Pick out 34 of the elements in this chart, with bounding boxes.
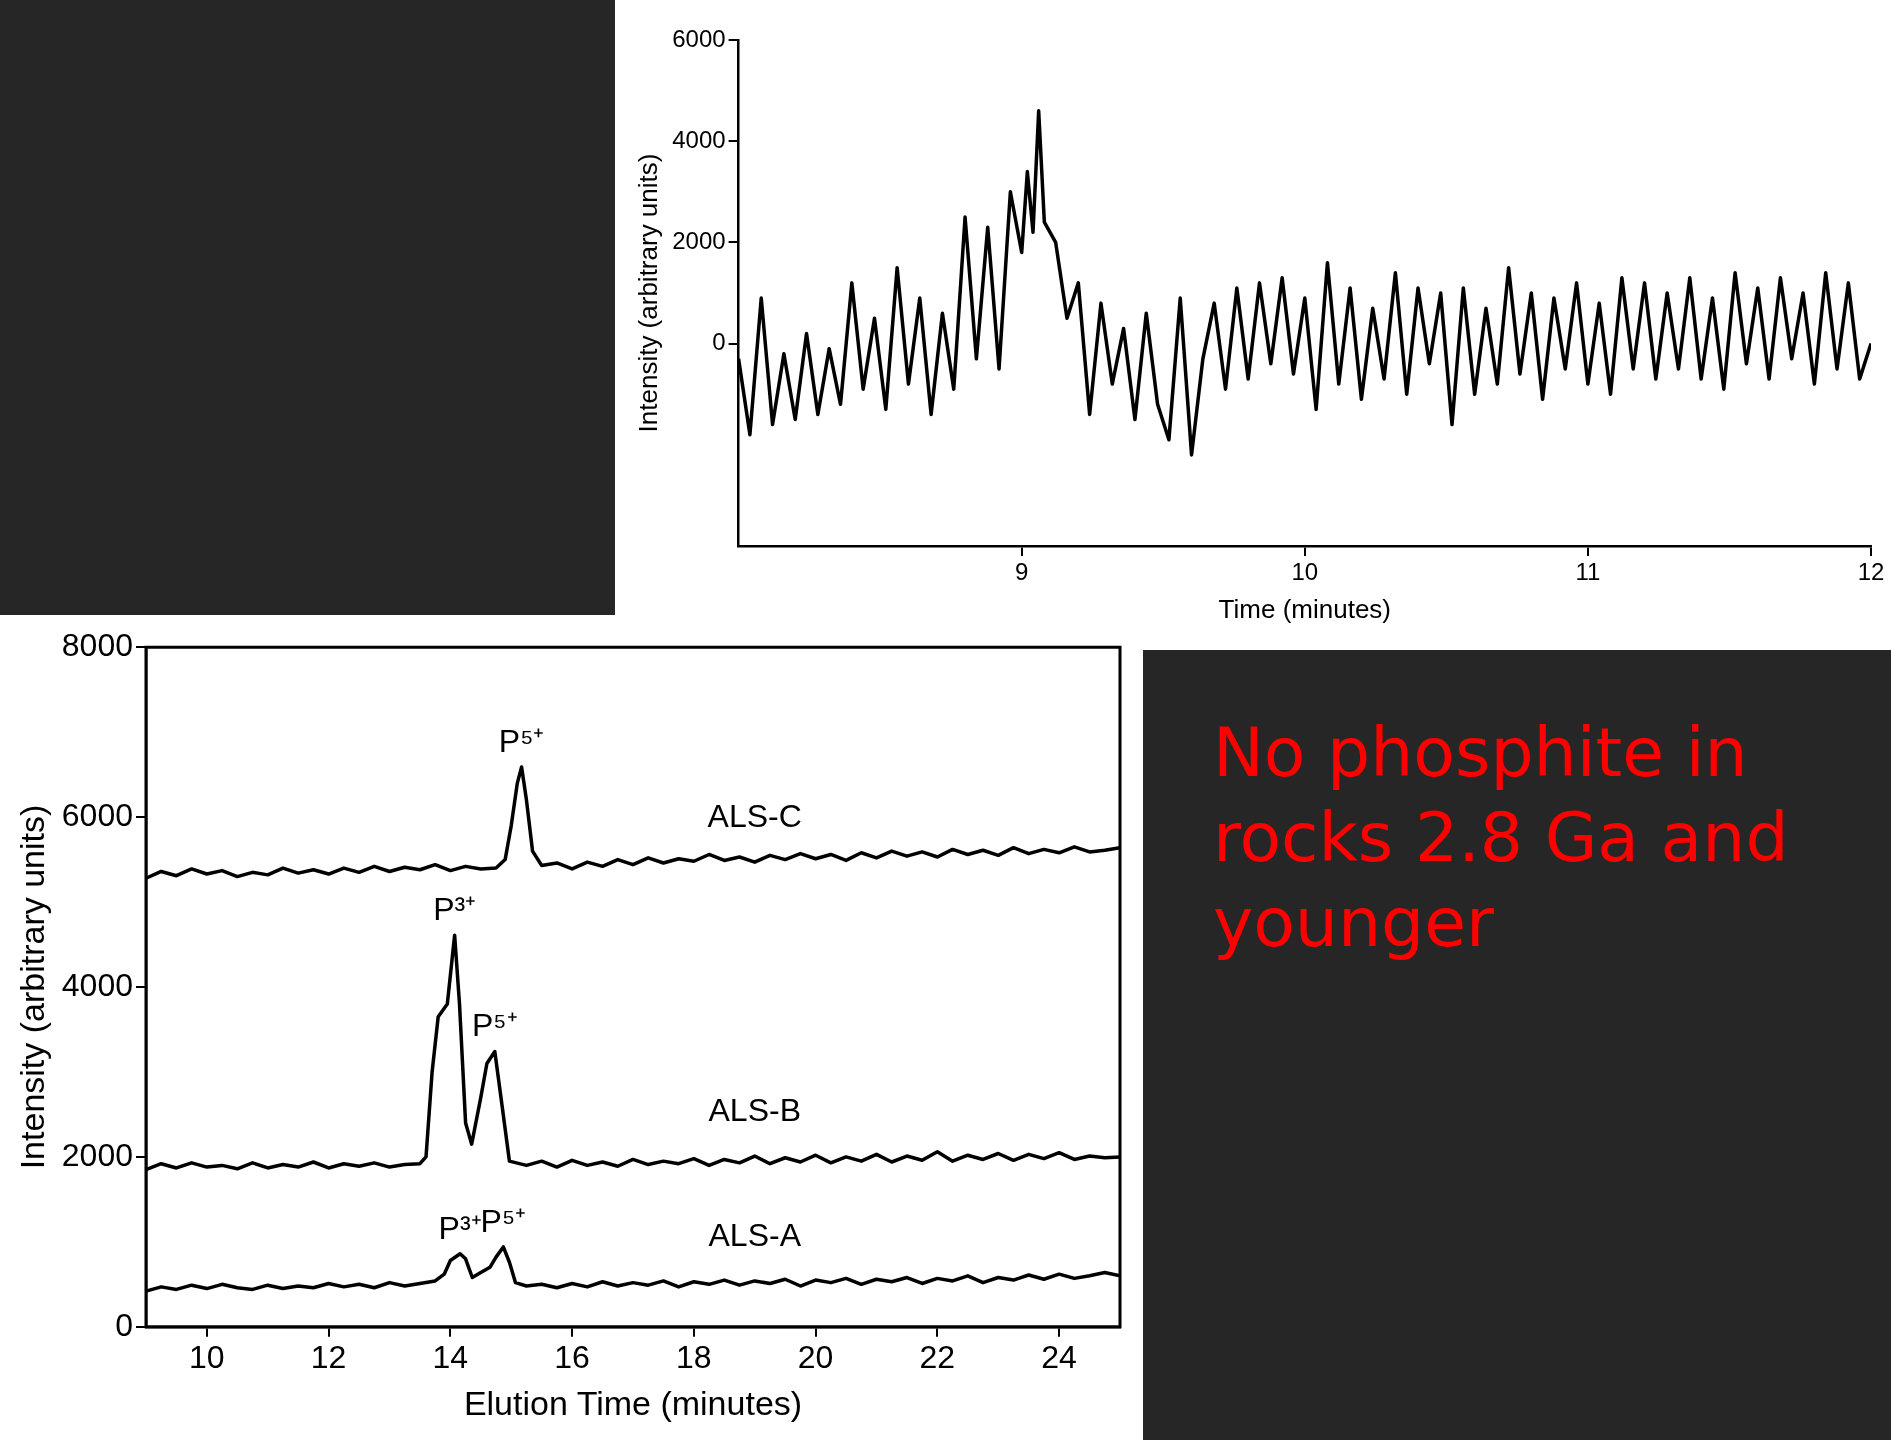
y-tick-label: 2000 (61, 1136, 133, 1173)
x-tick-label: 10 (1291, 558, 1319, 586)
x-axis-title: Elution Time (minutes) (463, 1383, 803, 1422)
annotation: P⁵⁺ (472, 1007, 518, 1044)
annotation: P⁵⁺ (498, 722, 545, 759)
x-tick-label: 20 (797, 1338, 834, 1375)
series-label: ALS-B (708, 1091, 801, 1128)
annotation: P³⁺ (438, 1209, 482, 1246)
y-axis-title: Intensity (arbitrary units) (12, 804, 51, 1170)
annotation: P³⁺ (433, 891, 477, 928)
x-tick-label: 10 (189, 1338, 225, 1375)
x-axis-title: Time (minutes) (1218, 593, 1391, 624)
y-tick-label: 6000 (672, 24, 726, 52)
y-tick-label: 2000 (672, 227, 726, 255)
x-tick-label: 14 (432, 1338, 469, 1375)
y-tick-label: 0 (712, 328, 726, 356)
y-tick-label: 4000 (672, 125, 726, 153)
x-tick-label: 12 (1857, 558, 1885, 586)
y-tick-label: 8000 (61, 627, 133, 664)
x-tick-label: 22 (919, 1338, 956, 1375)
annotation: P⁵⁺ (480, 1202, 527, 1239)
x-tick-label: 9 (1015, 558, 1029, 586)
x-tick-label: 16 (554, 1338, 590, 1375)
x-tick-label: 24 (1041, 1338, 1077, 1375)
y-tick-label: 6000 (61, 796, 133, 833)
text: No phosphite in rocks 2.8 Ga and younger (1143, 650, 1891, 1440)
y-tick-label: 0 (115, 1306, 133, 1343)
x-tick-label: 18 (676, 1338, 712, 1375)
y-tick-label: 4000 (61, 966, 133, 1003)
series-label: ALS-C (707, 797, 802, 834)
y-axis-title: Intensity (arbitrary units) (632, 153, 663, 433)
x-tick-label: 12 (310, 1338, 347, 1375)
x-tick-label: 11 (1575, 558, 1601, 586)
series-label: ALS-A (708, 1216, 802, 1253)
